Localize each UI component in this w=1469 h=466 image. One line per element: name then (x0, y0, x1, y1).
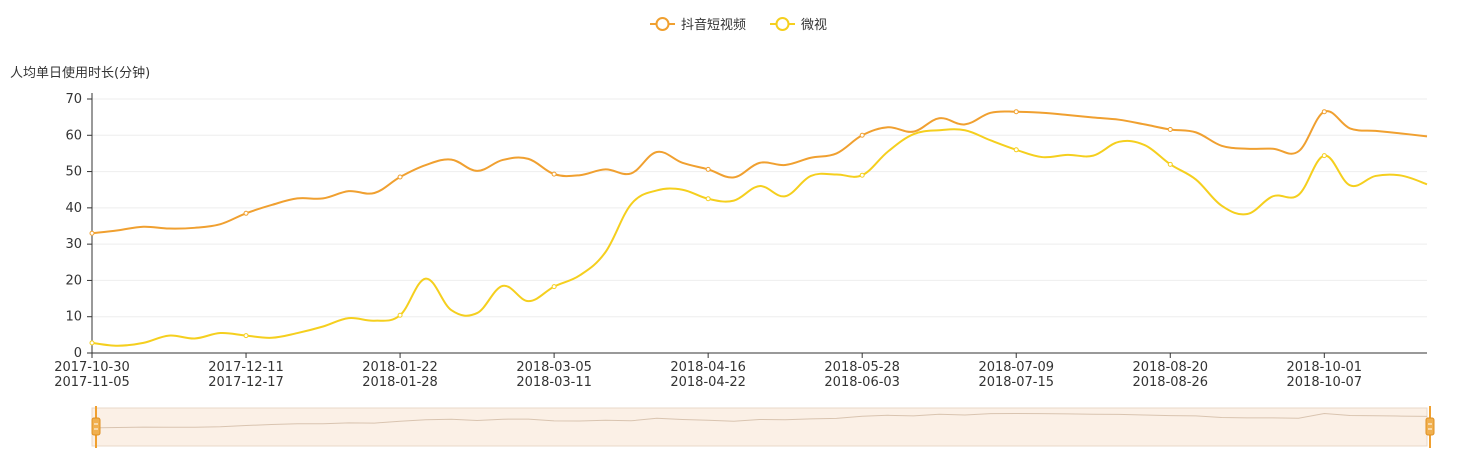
grid-lines (92, 98, 1427, 318)
data-point[interactable] (89, 230, 95, 236)
data-point[interactable] (1321, 153, 1327, 159)
x-tick-label: 2017-12-11 2017-12-17 (208, 360, 284, 390)
zoom-track[interactable] (91, 407, 1428, 447)
data-point[interactable] (705, 196, 711, 202)
zoom-preview-line (91, 412, 1428, 429)
x-tick-label: 2018-03-05 2018-03-11 (516, 360, 592, 390)
y-tick-label: 10 (65, 310, 82, 325)
y-tick-label: 30 (65, 237, 82, 252)
x-tick-label: 2017-10-30 2017-11-05 (54, 360, 130, 390)
data-point[interactable] (1013, 109, 1019, 115)
data-point[interactable] (89, 340, 95, 346)
data-point[interactable] (243, 333, 249, 339)
y-tick-label: 50 (65, 165, 82, 180)
series-line (91, 128, 1428, 347)
data-point[interactable] (551, 171, 557, 177)
zoom-handle-right[interactable] (1425, 406, 1435, 448)
series-layer (89, 109, 1428, 347)
data-zoom-slider[interactable] (91, 406, 1435, 448)
x-tick-label: 2018-01-22 2018-01-28 (362, 360, 438, 390)
legend-label: 微视 (801, 18, 827, 33)
data-point[interactable] (243, 210, 249, 216)
y-tick-label: 60 (65, 128, 82, 143)
x-tick-label: 2018-08-20 2018-08-26 (1132, 360, 1208, 390)
data-point[interactable] (859, 132, 865, 138)
x-tick-label: 2018-10-01 2018-10-07 (1287, 360, 1363, 390)
legend-symbol (655, 17, 670, 31)
data-point[interactable] (1167, 126, 1173, 132)
y-tick-label: 20 (65, 273, 82, 288)
legend-item-0[interactable]: 抖音短视频 (650, 17, 746, 33)
y-axis: 0 10 20 30 40 50 60 70 (65, 92, 93, 361)
data-point[interactable] (705, 166, 711, 172)
y-tick-label: 0 (74, 346, 82, 361)
series-line (91, 110, 1428, 235)
legend-label: 抖音短视频 (681, 17, 746, 33)
y-tick-label: 40 (65, 201, 82, 216)
legend-item-1[interactable]: 微视 (770, 17, 827, 33)
series-1 (89, 128, 1428, 347)
data-point[interactable] (859, 172, 865, 178)
data-point[interactable] (1167, 161, 1173, 167)
legend-symbol (775, 17, 790, 31)
series-0 (89, 109, 1428, 236)
y-tick-label: 70 (65, 92, 82, 107)
data-point[interactable] (1013, 147, 1019, 153)
zoom-handle-left[interactable] (91, 406, 101, 448)
y-axis-label: 人均单日使用时长(分钟) (10, 65, 150, 81)
data-point[interactable] (397, 312, 403, 318)
data-point[interactable] (1321, 109, 1327, 115)
x-tick-label: 2018-05-28 2018-06-03 (824, 360, 900, 390)
x-tick-label: 2018-07-09 2018-07-15 (978, 360, 1054, 390)
data-point[interactable] (551, 284, 557, 290)
x-axis: 2017-10-30 2017-11-05 2017-12-11 2017-12-17… (54, 352, 1427, 390)
x-tick-label: 2018-04-16 2018-04-22 (670, 360, 746, 390)
legend[interactable]: 抖音短视频 微视 (650, 17, 827, 33)
data-point[interactable] (397, 174, 403, 180)
